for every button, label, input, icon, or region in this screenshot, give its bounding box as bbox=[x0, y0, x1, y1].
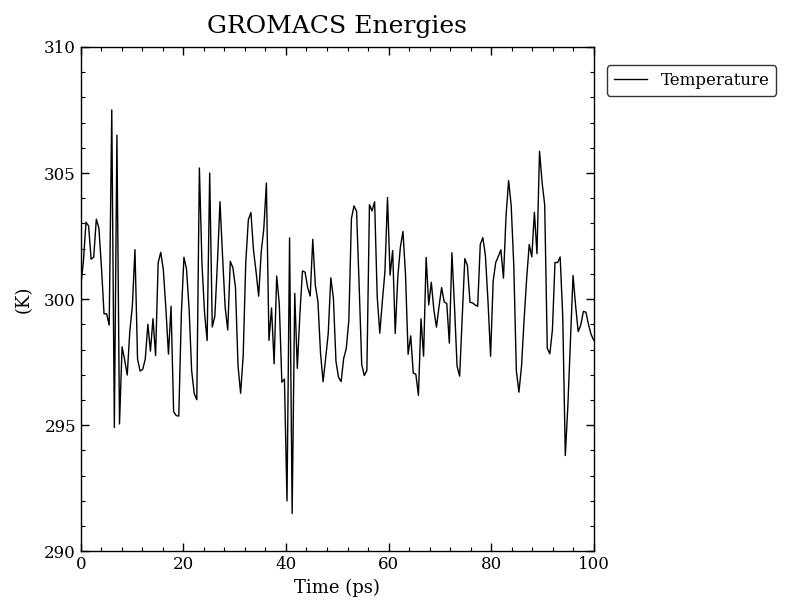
Temperature bbox=[109, 424, 119, 431]
Temperature bbox=[76, 282, 86, 289]
Title: GROMACS Energies: GROMACS Energies bbox=[208, 15, 467, 38]
Line: Temperature: Temperature bbox=[81, 110, 594, 513]
Temperature bbox=[97, 264, 106, 271]
Temperature bbox=[569, 272, 578, 279]
Temperature bbox=[215, 198, 225, 206]
Temperature bbox=[174, 412, 184, 420]
Temperature bbox=[550, 259, 560, 266]
Temperature bbox=[107, 106, 116, 114]
Temperature bbox=[589, 337, 599, 344]
Legend: Temperature: Temperature bbox=[607, 65, 776, 95]
Temperature bbox=[287, 510, 297, 517]
Y-axis label: (K): (K) bbox=[15, 285, 33, 313]
X-axis label: Time (ps): Time (ps) bbox=[295, 579, 380, 597]
